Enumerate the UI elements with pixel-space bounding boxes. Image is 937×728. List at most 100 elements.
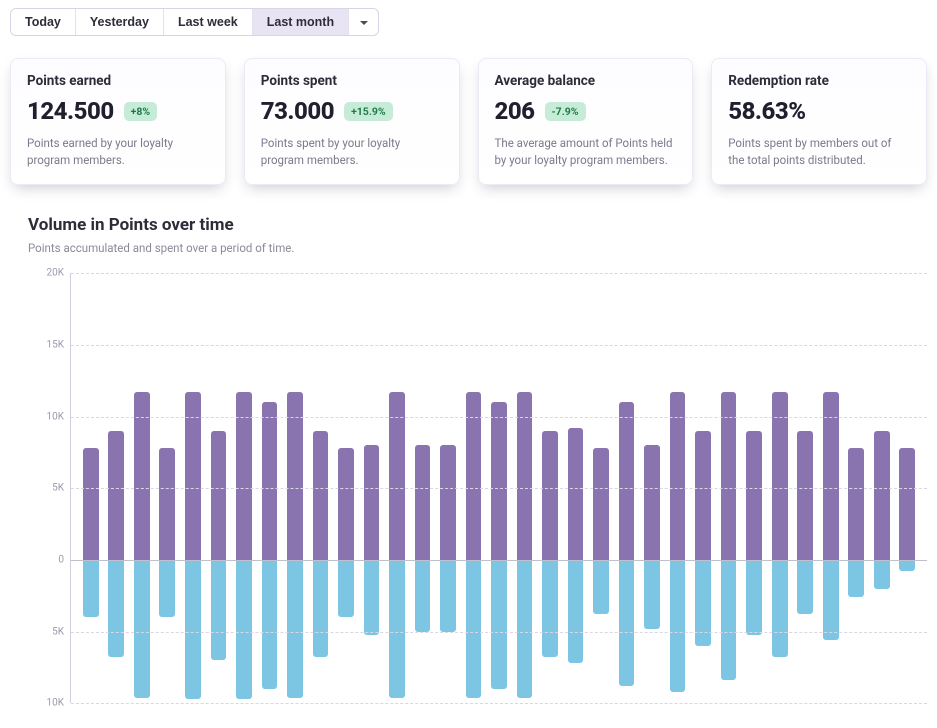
card-points-spent: Points spent 73.000 +15.9% Points spent … bbox=[244, 58, 460, 185]
bar-positive bbox=[695, 431, 711, 560]
change-badge: -7.9% bbox=[545, 102, 586, 121]
range-yesterday[interactable]: Yesterday bbox=[76, 9, 164, 35]
bar-positive bbox=[491, 402, 507, 560]
bar-positive bbox=[874, 431, 890, 560]
bar-negative bbox=[721, 560, 737, 680]
bar-negative bbox=[159, 560, 175, 617]
bar-positive bbox=[848, 448, 864, 560]
change-badge: +8% bbox=[124, 102, 158, 121]
bar-positive bbox=[593, 448, 609, 560]
range-today[interactable]: Today bbox=[11, 9, 76, 35]
bar-negative bbox=[313, 560, 329, 657]
bar-negative bbox=[440, 560, 456, 632]
chart-title: Volume in Points over time bbox=[28, 215, 927, 235]
change-badge: +15.9% bbox=[344, 102, 393, 121]
y-tick-label: 5K bbox=[52, 626, 64, 637]
range-more-button[interactable] bbox=[348, 9, 378, 35]
bar-positive bbox=[159, 448, 175, 560]
card-value: 206 bbox=[495, 97, 535, 125]
bar-negative bbox=[823, 560, 839, 640]
bar-positive bbox=[899, 448, 915, 560]
chart-area: 20K15K10K5K05K10K bbox=[28, 273, 927, 703]
y-tick-label: 10K bbox=[46, 411, 64, 422]
bar-negative bbox=[874, 560, 890, 589]
bar-negative bbox=[772, 560, 788, 657]
card-desc: Points earned by your loyalty program me… bbox=[27, 135, 209, 168]
date-range-group: Today Yesterday Last week Last month bbox=[10, 8, 379, 36]
chart-plot bbox=[70, 273, 927, 703]
chart-gridline bbox=[71, 632, 927, 633]
bar-negative bbox=[287, 560, 303, 698]
card-desc: The average amount of Points held by you… bbox=[495, 135, 677, 168]
card-value: 73.000 bbox=[261, 97, 334, 125]
bar-negative bbox=[746, 560, 762, 635]
y-tick-label: 20K bbox=[46, 268, 64, 279]
bar-negative bbox=[108, 560, 124, 657]
bar-positive bbox=[746, 431, 762, 560]
bar-negative bbox=[83, 560, 99, 617]
card-average-balance: Average balance 206 -7.9% The average am… bbox=[478, 58, 694, 185]
bar-positive bbox=[542, 431, 558, 560]
y-tick-label: 0 bbox=[58, 555, 64, 566]
card-redemption-rate: Redemption rate 58.63% Points spent by m… bbox=[711, 58, 927, 185]
bar-positive bbox=[568, 428, 584, 560]
range-last-week[interactable]: Last week bbox=[164, 9, 253, 35]
chart-y-axis: 20K15K10K5K05K10K bbox=[28, 273, 70, 703]
chart-gridline bbox=[71, 488, 927, 489]
chart-gridline bbox=[71, 417, 927, 418]
bar-negative bbox=[491, 560, 507, 689]
chart-baseline bbox=[71, 560, 927, 561]
card-value: 58.63% bbox=[728, 97, 805, 125]
bar-negative bbox=[848, 560, 864, 597]
bar-negative bbox=[568, 560, 584, 663]
bar-negative bbox=[134, 560, 150, 698]
bar-negative bbox=[644, 560, 660, 629]
bar-negative bbox=[899, 560, 915, 571]
card-value-row: 206 -7.9% bbox=[495, 97, 677, 125]
bar-negative bbox=[415, 560, 431, 632]
card-title: Average balance bbox=[495, 73, 677, 89]
bar-negative bbox=[389, 560, 405, 698]
chart-gridline bbox=[71, 273, 927, 274]
bar-positive bbox=[262, 402, 278, 560]
bar-positive bbox=[83, 448, 99, 560]
y-tick-label: 10K bbox=[46, 698, 64, 709]
card-value-row: 58.63% bbox=[728, 97, 910, 125]
bar-negative bbox=[364, 560, 380, 635]
card-points-earned: Points earned 124.500 +8% Points earned … bbox=[10, 58, 226, 185]
bar-negative bbox=[542, 560, 558, 657]
bar-positive bbox=[364, 445, 380, 560]
bar-negative bbox=[185, 560, 201, 699]
card-value: 124.500 bbox=[27, 97, 114, 125]
card-value-row: 73.000 +15.9% bbox=[261, 97, 443, 125]
card-value-row: 124.500 +8% bbox=[27, 97, 209, 125]
bar-positive bbox=[440, 445, 456, 560]
kpi-cards-row: Points earned 124.500 +8% Points earned … bbox=[10, 58, 927, 185]
bar-positive bbox=[644, 445, 660, 560]
bar-negative bbox=[262, 560, 278, 689]
bar-positive bbox=[313, 431, 329, 560]
bar-positive bbox=[415, 445, 431, 560]
chart-subtitle: Points accumulated and spent over a peri… bbox=[28, 241, 927, 255]
chart-gridline bbox=[71, 345, 927, 346]
bar-negative bbox=[517, 560, 533, 698]
bar-positive bbox=[338, 448, 354, 560]
y-tick-label: 5K bbox=[52, 483, 64, 494]
bar-positive bbox=[619, 402, 635, 560]
bar-negative bbox=[338, 560, 354, 617]
bar-negative bbox=[593, 560, 609, 614]
bar-negative bbox=[695, 560, 711, 646]
bar-negative bbox=[619, 560, 635, 686]
bar-negative bbox=[466, 560, 482, 698]
bar-positive bbox=[211, 431, 227, 560]
card-desc: Points spent by your loyalty program mem… bbox=[261, 135, 443, 168]
bar-negative bbox=[797, 560, 813, 614]
bar-negative bbox=[211, 560, 227, 660]
bar-negative bbox=[236, 560, 252, 699]
bar-positive bbox=[797, 431, 813, 560]
chevron-down-icon bbox=[359, 13, 369, 32]
card-title: Points earned bbox=[27, 73, 209, 89]
bar-positive bbox=[108, 431, 124, 560]
range-last-month[interactable]: Last month bbox=[253, 9, 348, 35]
chart-section: Volume in Points over time Points accumu… bbox=[10, 215, 927, 703]
